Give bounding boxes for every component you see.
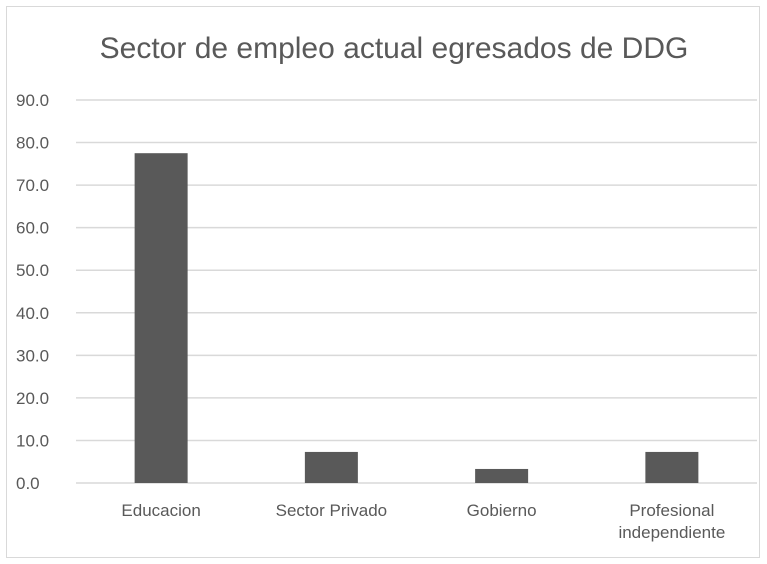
- y-tick-label: 80.0: [16, 134, 49, 153]
- y-tick-label: 90.0: [16, 91, 49, 110]
- y-axis-ticks: 0.0 10.0 20.0 30.0 40.0 50.0 60.0 70.0 80.0 90.0: [16, 91, 49, 493]
- bar: [475, 468, 529, 483]
- x-category-label: Gobierno: [467, 501, 537, 520]
- bar: [645, 451, 699, 483]
- x-category-label: independiente: [618, 523, 725, 542]
- y-tick-label: 30.0: [16, 346, 49, 365]
- chart-title: Sector de empleo actual egresados de DDG: [100, 32, 689, 65]
- x-category-label: Sector Privado: [276, 501, 388, 520]
- y-tick-label: 0.0: [16, 474, 40, 493]
- chart-frame: [6, 6, 760, 558]
- y-tick-label: 60.0: [16, 219, 49, 238]
- y-tick-label: 20.0: [16, 389, 49, 408]
- bars: [134, 153, 699, 483]
- x-category-label: Profesional: [629, 501, 714, 520]
- bar: [134, 153, 188, 483]
- x-category-label: Educacion: [121, 501, 200, 520]
- y-tick-label: 50.0: [16, 261, 49, 280]
- gridlines: [76, 99, 757, 484]
- bar: [304, 451, 358, 483]
- y-tick-label: 10.0: [16, 431, 49, 450]
- x-axis-labels: Educacion Sector Privado Gobierno Profesion…: [121, 501, 725, 542]
- y-tick-label: 70.0: [16, 176, 49, 195]
- y-tick-label: 40.0: [16, 304, 49, 323]
